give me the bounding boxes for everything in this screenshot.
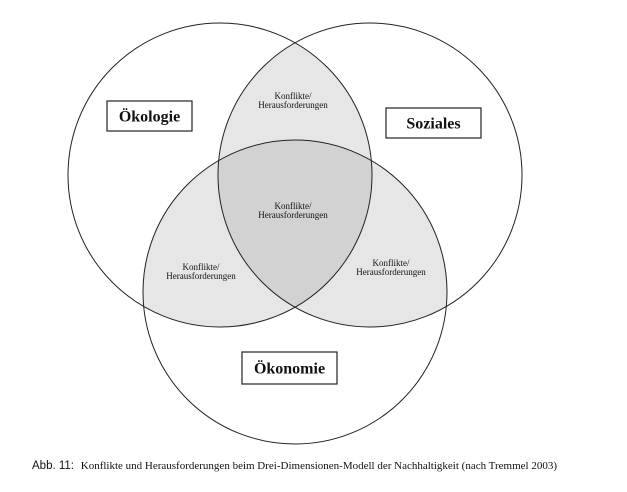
label-oekonomie: Ökonomie: [254, 360, 325, 378]
label-box-oekonomie: Ökonomie: [241, 351, 338, 385]
overlap-label-right-line2: Herausforderungen: [356, 267, 426, 277]
venn-diagram: Ökologie Soziales Ökonomie Konflikte/ He…: [67, 22, 523, 445]
circle-oekologie: [67, 22, 373, 328]
overlap-label-left: Konflikte/ Herausforderungen: [166, 262, 236, 281]
overlap-label-center-line2: Herausforderungen: [258, 210, 328, 220]
overlap-label-center-line1: Konflikte/: [275, 201, 312, 211]
overlap-label-right: Konflikte/ Herausforderungen: [356, 258, 426, 277]
label-oekologie: Ökologie: [119, 108, 180, 126]
overlap-label-top: Konflikte/ Herausforderungen: [258, 91, 328, 110]
label-soziales: Soziales: [406, 116, 460, 133]
overlap-label-center: Konflikte/ Herausforderungen: [258, 201, 328, 220]
overlap-label-right-line1: Konflikte/: [373, 258, 410, 268]
caption-label: Abb. 11:: [32, 460, 74, 472]
figure-caption: Abb. 11: Konflikte und Herausforderungen…: [32, 460, 622, 472]
overlap-label-left-line1: Konflikte/: [183, 262, 220, 272]
circle-oekonomie: [142, 139, 448, 445]
circle-soziales: [217, 22, 523, 328]
overlap-label-top-line1: Konflikte/: [275, 91, 312, 101]
overlap-label-top-line2: Herausforderungen: [258, 100, 328, 110]
label-box-soziales: Soziales: [385, 107, 482, 139]
caption-text: Konflikte und Herausforderungen beim Dre…: [80, 460, 557, 472]
label-box-oekologie: Ökologie: [106, 100, 193, 132]
overlap-label-left-line2: Herausforderungen: [166, 271, 236, 281]
